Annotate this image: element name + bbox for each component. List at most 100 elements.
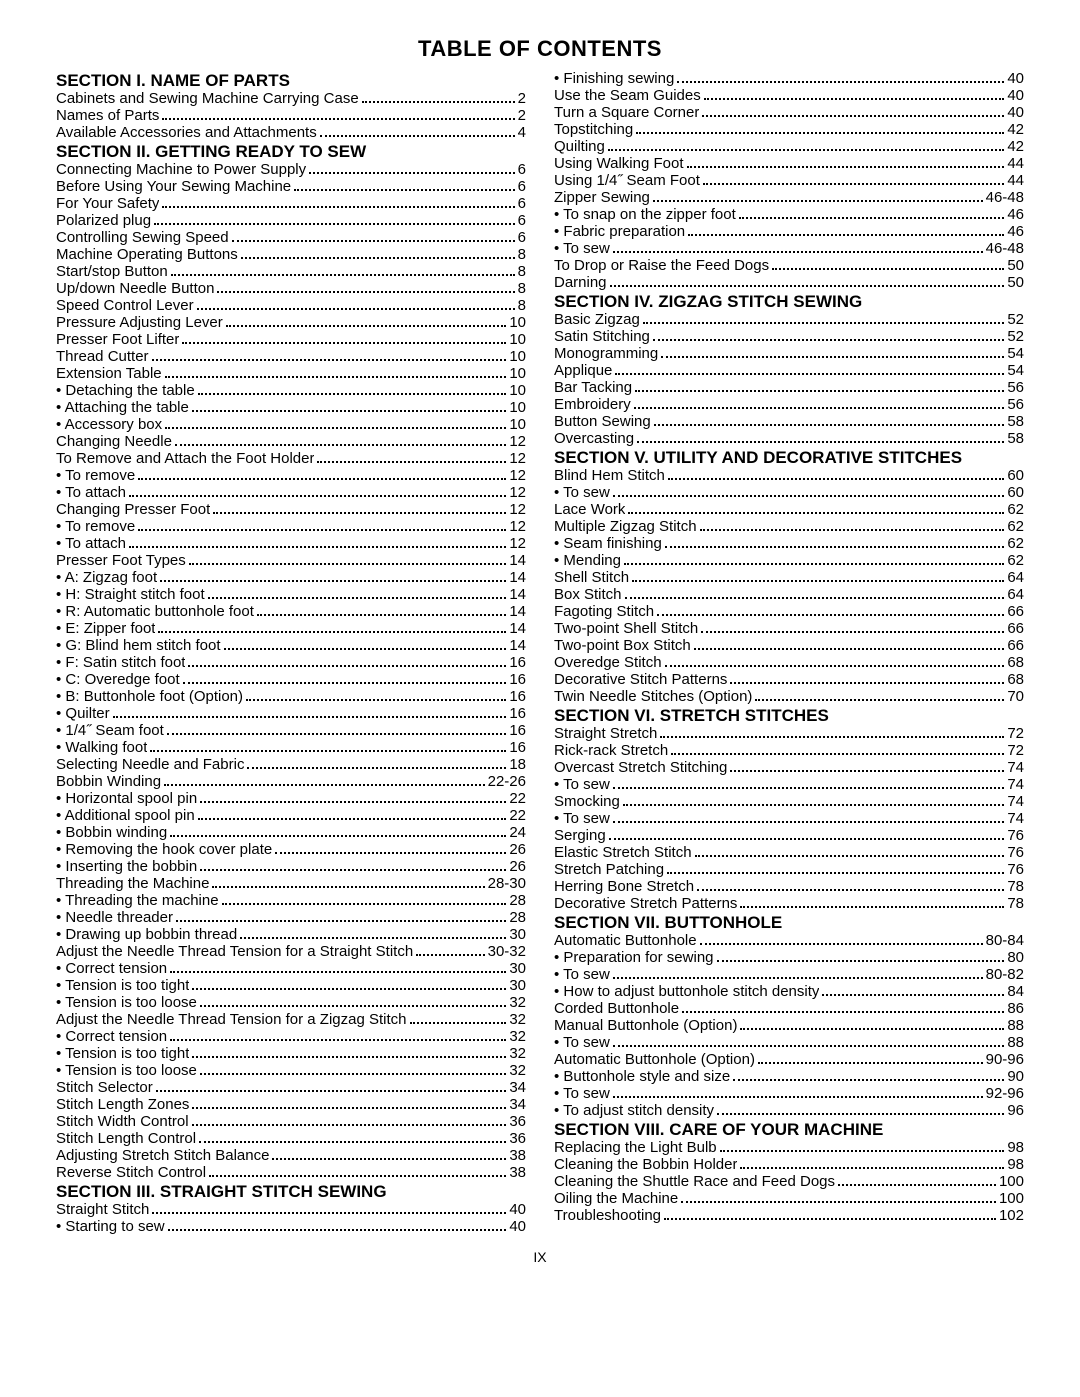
toc-entry: Satin Stitching52 — [554, 328, 1024, 345]
toc-entry: • 1/4˝ Seam foot16 — [56, 722, 526, 739]
toc-entry: Oiling the Machine100 — [554, 1190, 1024, 1207]
toc-leader-dots — [209, 1175, 506, 1177]
toc-entry-page: 62 — [1007, 535, 1024, 552]
toc-leader-dots — [164, 784, 485, 786]
toc-entry: • To attach12 — [56, 484, 526, 501]
toc-entry: To Remove and Attach the Foot Holder12 — [56, 450, 526, 467]
toc-entry: To Drop or Raise the Feed Dogs50 — [554, 257, 1024, 274]
toc-entry-page: 72 — [1007, 742, 1024, 759]
toc-entry: Replacing the Light Bulb98 — [554, 1139, 1024, 1156]
toc-entry: Overedge Stitch68 — [554, 654, 1024, 671]
toc-entry: • To sew92-96 — [554, 1085, 1024, 1102]
toc-entry: • Removing the hook cover plate26 — [56, 841, 526, 858]
toc-leader-dots — [129, 546, 506, 548]
toc-leader-dots — [247, 767, 506, 769]
toc-entry-page: 36 — [509, 1113, 526, 1130]
toc-entry: Bar Tacking56 — [554, 379, 1024, 396]
toc-entry: • Seam finishing62 — [554, 535, 1024, 552]
toc-entry: • Needle threader28 — [56, 909, 526, 926]
toc-entry-page: 74 — [1007, 810, 1024, 827]
toc-entry-page: 14 — [509, 552, 526, 569]
toc-leader-dots — [200, 801, 506, 803]
toc-entry-page: 8 — [518, 297, 526, 314]
toc-entry-page: 78 — [1007, 895, 1024, 912]
toc-entry-page: 12 — [509, 467, 526, 484]
toc-entry-page: 12 — [509, 450, 526, 467]
toc-entry-label: Box Stitch — [554, 586, 622, 603]
toc-leader-dots — [167, 733, 507, 735]
toc-entry-label: Elastic Stretch Stitch — [554, 844, 692, 861]
toc-entry: Darning50 — [554, 274, 1024, 291]
toc-leader-dots — [217, 291, 514, 293]
toc-entry-label: • F: Satin stitch foot — [56, 654, 185, 671]
toc-leader-dots — [613, 1096, 983, 1098]
toc-entry-label: • Threading the machine — [56, 892, 219, 909]
toc-entry-label: Cabinets and Sewing Machine Carrying Cas… — [56, 90, 359, 107]
toc-entry: Twin Needle Stitches (Option)70 — [554, 688, 1024, 705]
toc-entry-page: 38 — [509, 1164, 526, 1181]
toc-entry: • H: Straight stitch foot14 — [56, 586, 526, 603]
toc-leader-dots — [822, 994, 1004, 996]
toc-entry: Cleaning the Shuttle Race and Feed Dogs1… — [554, 1173, 1024, 1190]
toc-entry: • Mending62 — [554, 552, 1024, 569]
toc-entry: • Accessory box10 — [56, 416, 526, 433]
toc-entry: • To adjust stitch density96 — [554, 1102, 1024, 1119]
toc-entry-page: 8 — [518, 246, 526, 263]
toc-entry-page: 76 — [1007, 844, 1024, 861]
toc-entry: Two-point Box Stitch66 — [554, 637, 1024, 654]
toc-entry-label: Straight Stitch — [56, 1201, 149, 1218]
toc-leader-dots — [730, 682, 1004, 684]
toc-entry: • To remove12 — [56, 518, 526, 535]
toc-entry: • Threading the machine28 — [56, 892, 526, 909]
toc-entry: Stitch Width Control36 — [56, 1113, 526, 1130]
toc-entry-page: 62 — [1007, 501, 1024, 518]
toc-leader-dots — [317, 461, 506, 463]
toc-entry: Speed Control Lever 8 — [56, 297, 526, 314]
toc-entry-page: 46 — [1007, 206, 1024, 223]
toc-leader-dots — [613, 787, 1004, 789]
toc-entry-page: 12 — [509, 535, 526, 552]
toc-entry: • Bobbin winding24 — [56, 824, 526, 841]
toc-leader-dots — [654, 424, 1005, 426]
toc-entry-label: • To sew — [554, 810, 610, 827]
toc-entry-page: 64 — [1007, 586, 1024, 603]
toc-entry: • Preparation for sewing80 — [554, 949, 1024, 966]
toc-entry-page: 8 — [518, 263, 526, 280]
toc-leader-dots — [170, 1039, 506, 1041]
toc-entry-page: 18 — [509, 756, 526, 773]
toc-entry-page: 60 — [1007, 484, 1024, 501]
toc-entry-label: Stitch Selector — [56, 1079, 153, 1096]
toc-leader-dots — [162, 118, 514, 120]
toc-entry-label: • To remove — [56, 467, 135, 484]
toc-entry: Changing Needle12 — [56, 433, 526, 450]
toc-leader-dots — [226, 325, 507, 327]
toc-entry-page: 74 — [1007, 776, 1024, 793]
toc-entry: Manual Buttonhole (Option)88 — [554, 1017, 1024, 1034]
toc-entry-page: 16 — [509, 654, 526, 671]
toc-entry-label: • To sew — [554, 484, 610, 501]
toc-entry: • Tension is too tight30 — [56, 977, 526, 994]
toc-entry: • Buttonhole style and size90 — [554, 1068, 1024, 1085]
toc-entry: Selecting Needle and Fabric18 — [56, 756, 526, 773]
toc-entry-label: Serging — [554, 827, 606, 844]
toc-leader-dots — [740, 1028, 1004, 1030]
toc-entry-label: Twin Needle Stitches (Option) — [554, 688, 752, 705]
toc-leader-dots — [162, 206, 514, 208]
toc-entry: Pressure Adjusting Lever10 — [56, 314, 526, 331]
toc-entry-label: Quilting — [554, 138, 605, 155]
toc-entry: Straight Stretch72 — [554, 725, 1024, 742]
toc-entry: Stretch Patching76 — [554, 861, 1024, 878]
toc-entry-label: • Fabric preparation — [554, 223, 685, 240]
toc-entry-page: 30-32 — [488, 943, 526, 960]
toc-leader-dots — [609, 838, 1005, 840]
toc-leader-dots — [272, 1158, 506, 1160]
toc-entry-label: Polarized plug — [56, 212, 151, 229]
toc-entry-page: 96 — [1007, 1102, 1024, 1119]
toc-entry: • To sew80-82 — [554, 966, 1024, 983]
toc-entry-label: Cleaning the Shuttle Race and Feed Dogs — [554, 1173, 835, 1190]
toc-entry-label: Satin Stitching — [554, 328, 650, 345]
toc-entry-label: Speed Control Lever — [56, 297, 194, 314]
toc-entry: Overcast Stretch Stitching74 — [554, 759, 1024, 776]
toc-leader-dots — [739, 217, 1005, 219]
toc-entry-label: Button Sewing — [554, 413, 651, 430]
